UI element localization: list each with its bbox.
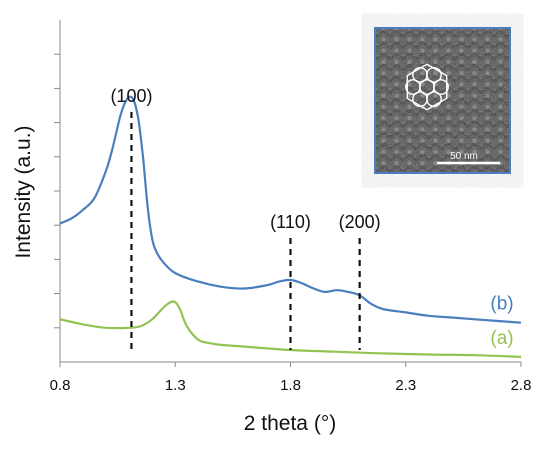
reference-line-label: (110) [270,212,311,232]
y-axis-title: Intensity (a.u.) [12,125,35,258]
series-line-b [59,95,522,324]
x-tick-label: 1.3 [165,377,186,394]
x-tick-label: 2.3 [395,377,416,394]
reference-line-label: (200) [339,212,381,232]
hexagonal-overlay-icon [405,63,449,111]
x-tick-labels: 0.8 1.3 1.8 2.3 2.8 [50,377,532,394]
series-label: (b) [490,294,513,315]
reference-lines: (100) (110) (200) [110,86,381,350]
x-tick-label: 0.8 [50,377,71,394]
x-ticks [59,362,522,367]
x-axis-title: 2 theta (°) [244,412,336,435]
y-minor-ticks [54,53,60,329]
series-line-a [59,300,522,358]
x-tick-label: 2.8 [511,377,532,394]
reference-line-label: (100) [110,86,152,106]
tem-inset: 50 nm [374,27,511,174]
tem-inset-border [374,27,511,174]
series-labels: (b) (a) [490,294,513,349]
scale-bar-label: 50 nm [450,151,478,162]
x-tick-label: 1.8 [280,377,301,394]
series-layer [59,95,522,358]
series-label: (a) [490,328,513,349]
